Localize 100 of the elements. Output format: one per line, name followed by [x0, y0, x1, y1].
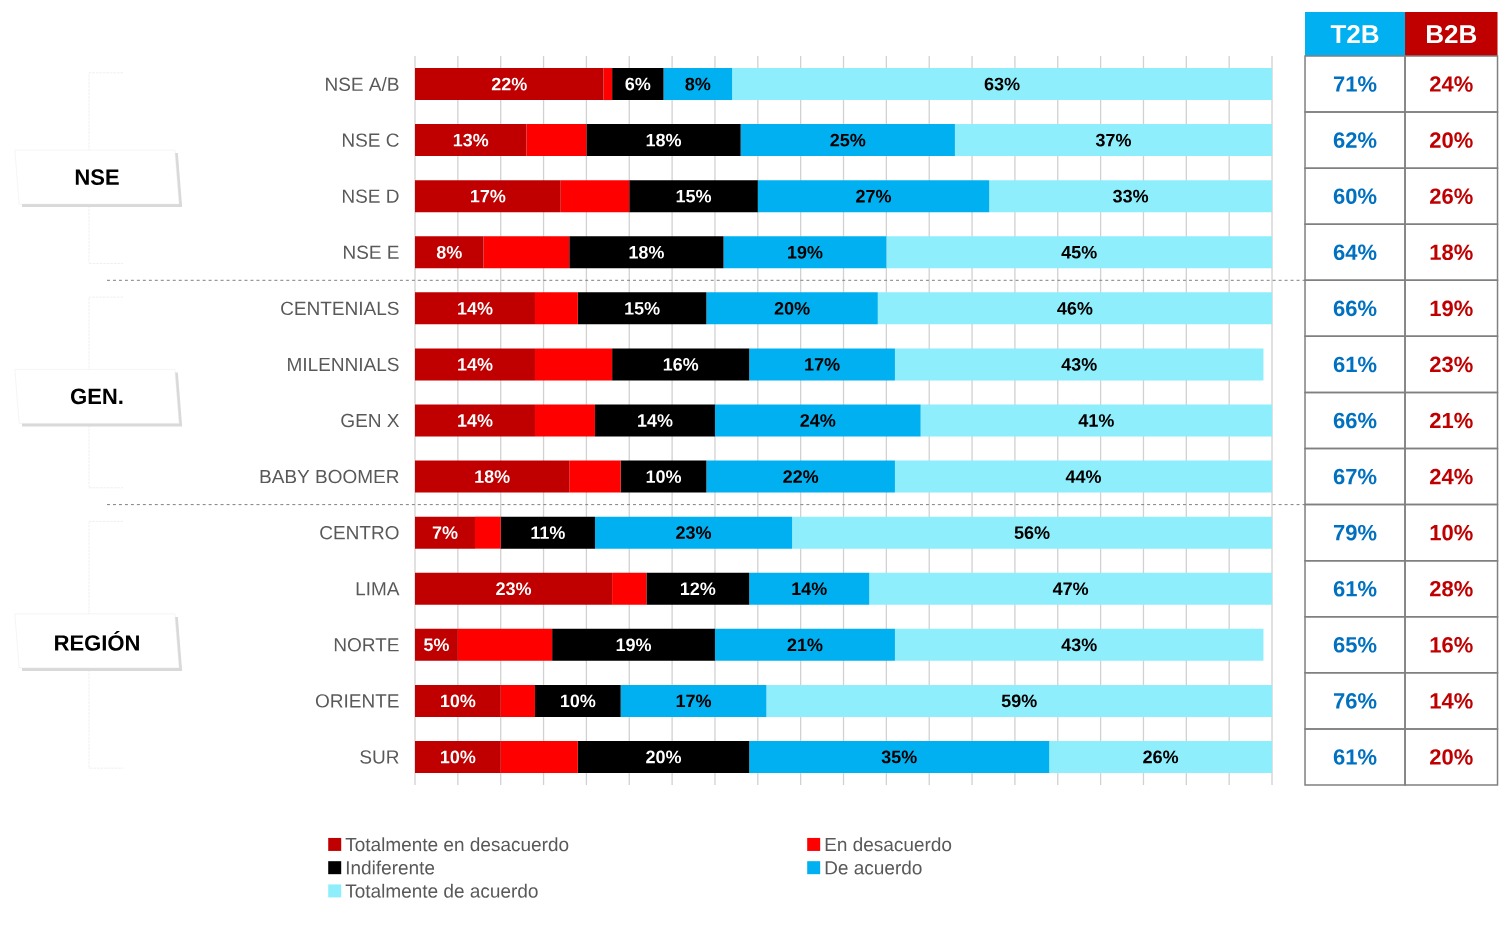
- data-label: 14%: [458, 302, 493, 315]
- bar: [577, 740, 750, 773]
- text: 21%: [1430, 412, 1473, 429]
- data-label: 16%: [663, 358, 699, 371]
- y-tick-label: MILENNIALS: [288, 357, 399, 372]
- y-tick-label: NSE E: [344, 245, 399, 259]
- bar: [560, 180, 630, 213]
- text: 61%: [1333, 356, 1377, 373]
- bar: [415, 124, 527, 157]
- bar: [534, 404, 595, 437]
- text: 28%: [1430, 580, 1473, 597]
- y-tick-label: NSE D: [342, 189, 399, 203]
- data-label: 10%: [560, 694, 596, 708]
- text: 64%: [1333, 244, 1377, 261]
- bar: [457, 628, 553, 661]
- data-label: 22%: [491, 77, 527, 91]
- data-label: 25%: [830, 133, 866, 147]
- bar: [415, 180, 561, 213]
- text: 66%: [1333, 300, 1377, 317]
- data-label: 18%: [475, 470, 510, 483]
- text: REGIÓN: [55, 631, 139, 651]
- y-tick-label: BABY BOOMER: [260, 469, 399, 484]
- data-label: 24%: [800, 414, 836, 427]
- data-label: 14%: [458, 414, 493, 427]
- bar: [723, 236, 887, 269]
- text: 23%: [1430, 356, 1473, 373]
- bar: [954, 124, 1273, 157]
- y-tick-label: NSE A/B: [326, 77, 399, 92]
- bar: [714, 404, 921, 437]
- data-label: 63%: [984, 77, 1020, 91]
- data-label: 26%: [1143, 750, 1179, 764]
- data-label: 22%: [783, 470, 819, 483]
- data-label: 15%: [625, 301, 660, 315]
- bar: [894, 460, 1273, 493]
- data-label: 14%: [458, 358, 493, 371]
- bar: [415, 628, 458, 661]
- text: 61%: [1333, 749, 1377, 765]
- bar: [534, 348, 613, 381]
- data-label: 43%: [1061, 358, 1097, 371]
- data-label: 46%: [1057, 301, 1093, 315]
- y-tick-label: GEN X: [341, 413, 400, 428]
- text: 20%: [1430, 749, 1473, 765]
- bar: [415, 68, 604, 101]
- data-label: 5%: [423, 638, 449, 652]
- bar: [766, 684, 1273, 717]
- bar: [500, 740, 578, 773]
- data-label: 14%: [792, 582, 827, 596]
- bar: [534, 684, 621, 717]
- bar: [569, 236, 724, 269]
- bar: [415, 292, 535, 325]
- bar: [415, 516, 475, 549]
- data-label: 11%: [531, 526, 565, 539]
- text: 62%: [1333, 132, 1377, 148]
- data-label: 35%: [881, 750, 917, 764]
- text: 60%: [1333, 188, 1377, 204]
- text: 76%: [1333, 693, 1377, 709]
- bar: [594, 404, 715, 437]
- bar: [577, 292, 707, 325]
- data-label: 12%: [680, 582, 716, 596]
- data-label: 20%: [774, 301, 810, 315]
- bar: [500, 684, 535, 717]
- bar: [415, 684, 501, 717]
- data-label: 10%: [440, 750, 476, 764]
- data-label: 7%: [432, 526, 458, 539]
- bar: [749, 572, 870, 605]
- bar: [415, 740, 501, 773]
- text: 26%: [1430, 188, 1473, 204]
- data-label: 8%: [436, 245, 462, 259]
- bar: [989, 180, 1273, 213]
- bar: [569, 460, 621, 493]
- bar: [749, 740, 1050, 773]
- data-label: 43%: [1061, 638, 1097, 652]
- legend-label: Totalmente en desacuerdo: [345, 837, 569, 852]
- y-tick-label: ORIENTE: [315, 694, 399, 708]
- y-tick-label: NORTE: [334, 638, 399, 652]
- y-tick-label: CENTRO: [320, 525, 399, 540]
- data-label: 15%: [676, 189, 712, 203]
- bar: [663, 68, 733, 101]
- bar: [534, 292, 578, 325]
- bar: [1049, 740, 1273, 773]
- bar: [612, 68, 664, 101]
- bar: [792, 516, 1273, 549]
- text: NSE: [75, 169, 119, 185]
- data-label: 8%: [685, 77, 711, 91]
- bar: [620, 684, 767, 717]
- text: GEN.: [71, 388, 123, 405]
- bar: [894, 628, 1264, 661]
- bar: [646, 572, 750, 605]
- bar: [415, 404, 535, 437]
- text: 14%: [1430, 693, 1473, 709]
- bar: [886, 236, 1273, 269]
- data-label: 21%: [787, 638, 823, 652]
- text: 20%: [1430, 132, 1473, 148]
- text: 61%: [1333, 580, 1377, 597]
- y-tick-label: NSE C: [342, 133, 399, 147]
- bar: [612, 348, 750, 381]
- bar: [594, 516, 793, 549]
- legend-label: Indiferente: [346, 860, 435, 875]
- text: 66%: [1333, 412, 1377, 429]
- bar: [552, 628, 715, 661]
